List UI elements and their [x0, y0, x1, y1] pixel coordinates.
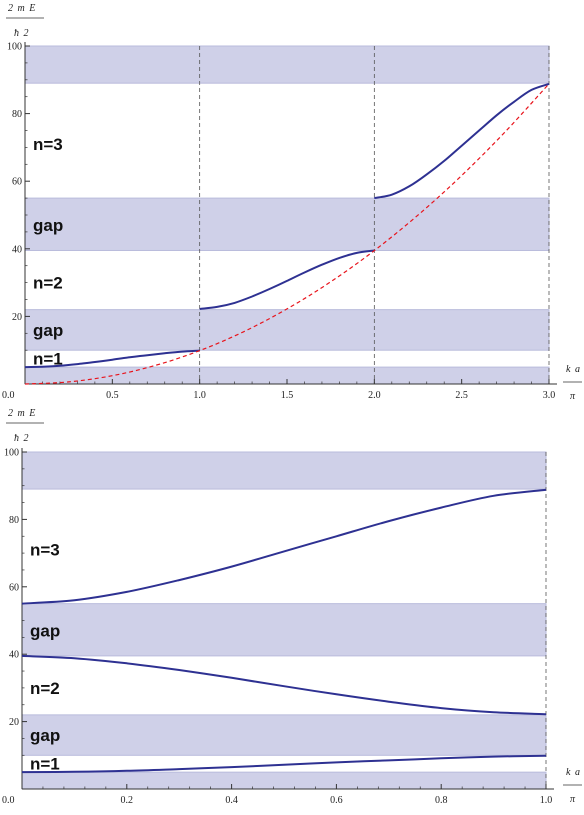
band-label: gap	[30, 622, 60, 641]
y-axis-label-numerator: 2 m E	[8, 3, 36, 14]
y-tick-label: 80	[12, 109, 22, 120]
band-label: n=2	[33, 274, 63, 293]
shaded-band	[24, 309, 550, 351]
shaded-band	[21, 714, 547, 756]
y-tick-label: 20	[12, 312, 22, 323]
chart-panel-1: 0.0 0.5 1.0 1.5 2.0 2.5 3.0 20 40 60 80 100 2 m E ħ 2…	[2, 3, 582, 402]
y-axis-label-denominator: ħ 2	[14, 433, 30, 444]
y-axis-label-denominator: ħ 2	[14, 28, 30, 39]
shaded-band	[21, 603, 547, 657]
band-label: n=1	[30, 755, 60, 774]
band-label: n=3	[30, 541, 60, 560]
shaded-band	[24, 45, 550, 84]
x-tick-label: 2.0	[368, 390, 381, 401]
y-tick-label: 100	[7, 42, 22, 53]
x-tick-label: 1.0	[540, 795, 553, 806]
band-label: gap	[30, 726, 60, 745]
x-tick-label: 0.0	[2, 390, 15, 401]
shaded-band	[21, 451, 547, 490]
band-label: n=3	[33, 135, 63, 154]
x-tick-label: 0.0	[2, 795, 15, 806]
energy-band-curve	[21, 754, 547, 774]
x-axis-label-denominator: π	[570, 391, 576, 402]
x-tick-label: 1.5	[281, 390, 294, 401]
x-tick-label: 0.4	[225, 795, 238, 806]
energy-band-curve	[374, 82, 550, 200]
free-particle-parabola-line	[24, 83, 550, 385]
y-tick-label: 60	[12, 177, 22, 188]
band-label: gap	[33, 216, 63, 235]
energy-band-curve	[21, 488, 547, 605]
y-tick-label: 100	[4, 448, 19, 459]
x-tick-label: 0.5	[106, 390, 119, 401]
x-tick-label: 0.2	[121, 795, 134, 806]
energy-band-curve	[21, 654, 547, 716]
x-tick-label: 3.0	[543, 390, 556, 401]
band-label: gap	[33, 321, 63, 340]
x-tick-label: 2.5	[455, 390, 468, 401]
y-tick-label: 60	[9, 582, 19, 593]
y-tick-label: 40	[12, 244, 22, 255]
x-axis-label-numerator: k a	[566, 364, 581, 375]
band-label: n=2	[30, 679, 60, 698]
band-label: n=1	[33, 350, 63, 369]
shaded-band	[24, 197, 550, 251]
y-tick-label: 20	[9, 717, 19, 728]
x-tick-label: 0.8	[435, 795, 448, 806]
energy-band-curve	[199, 249, 375, 310]
y-tick-label: 40	[9, 650, 19, 661]
x-tick-label: 1.0	[193, 390, 206, 401]
y-axis-label-numerator: 2 m E	[8, 408, 36, 419]
y-tick-label: 80	[9, 515, 19, 526]
x-axis-label-numerator: k a	[566, 767, 581, 778]
chart-panel-2: 0.0 0.2 0.4 0.6 0.8 1.0 20 40 60 80 100 2 m E ħ 2 k a…	[2, 408, 582, 806]
shaded-band	[21, 771, 547, 790]
x-axis-label-denominator: π	[570, 794, 576, 805]
energy-band-curve	[24, 349, 200, 369]
x-tick-label: 0.6	[330, 795, 343, 806]
